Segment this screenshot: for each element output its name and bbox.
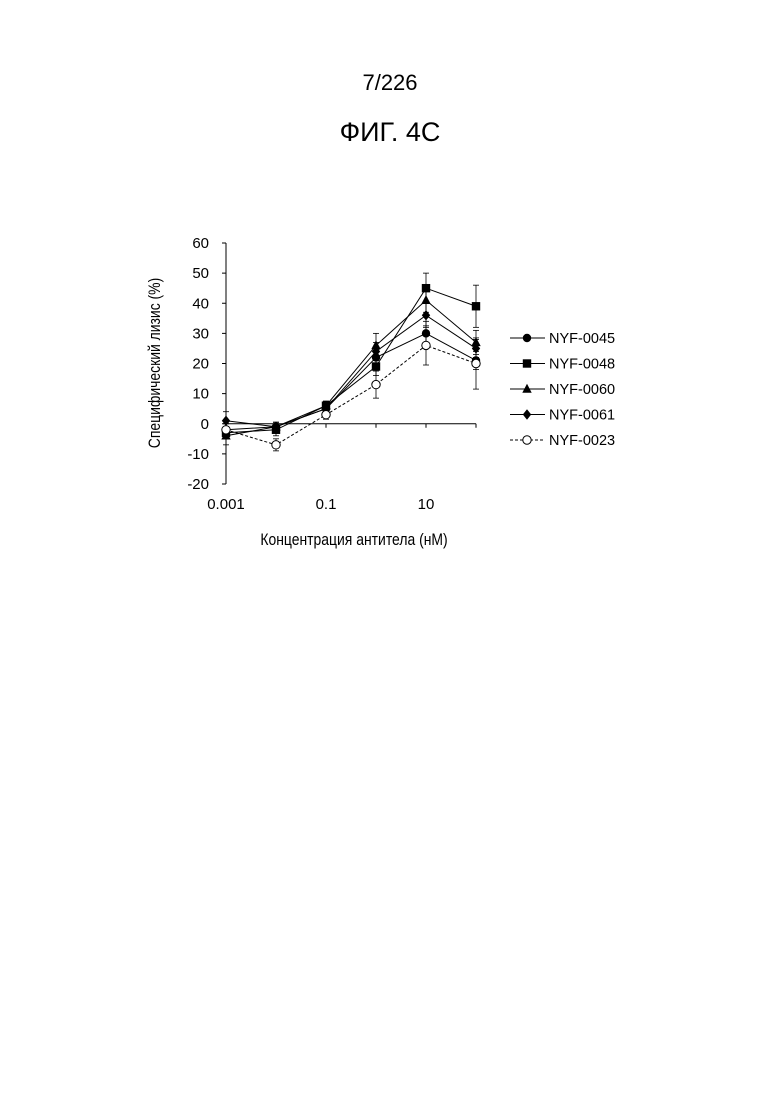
data-point: [421, 295, 430, 304]
legend-label: NYF-0060: [549, 382, 615, 398]
y-axis-label: Специфический лизис (%): [146, 278, 165, 448]
series-line: [226, 345, 476, 444]
y-tick-label: -20: [187, 476, 209, 493]
series-NYF-0023: [222, 326, 480, 451]
y-tick-label: 10: [192, 386, 209, 403]
series-NYF-0048: [222, 273, 480, 439]
x-tick-label: 0.1: [316, 496, 337, 513]
data-point: [422, 341, 430, 349]
x-axis-label: Концентрация антитела (нМ): [260, 531, 447, 550]
data-point: [222, 426, 230, 434]
legend-item: NYF-0061: [510, 408, 615, 424]
series-line: [226, 315, 476, 426]
series-NYF-0061: [222, 303, 480, 432]
legend-label: NYF-0061: [549, 408, 615, 424]
series-line: [226, 300, 476, 436]
data-point: [472, 302, 480, 310]
legend-label: NYF-0048: [549, 357, 615, 373]
legend-label: NYF-0023: [549, 433, 615, 449]
series-line: [226, 333, 476, 429]
y-tick-label: 20: [192, 356, 209, 373]
legend-item: NYF-0048: [510, 357, 615, 373]
legend-item: NYF-0045: [510, 331, 615, 347]
x-tick-label: 0.001: [207, 496, 245, 513]
data-point: [523, 436, 531, 444]
data-point: [322, 411, 330, 419]
series-NYF-0045: [222, 321, 480, 435]
series-NYF-0060: [221, 288, 480, 445]
legend-item: NYF-0023: [510, 433, 615, 449]
data-point: [523, 334, 531, 342]
series-line: [226, 288, 476, 433]
data-point: [523, 359, 531, 367]
data-point: [372, 380, 380, 388]
y-tick-label: 40: [192, 295, 209, 312]
data-point: [522, 384, 531, 393]
data-point: [422, 310, 430, 320]
y-tick-label: 0: [201, 416, 209, 433]
chart-legend: NYF-0045 NYF-0048 NYF-0060 NYF-0061 NYF-0023: [510, 331, 615, 449]
legend-item: NYF-0060: [510, 382, 615, 398]
y-tick-label: 60: [192, 235, 209, 252]
chart-axes: -20 -10 0 10 20 30 40 50 60 0.001 0.1 10: [187, 235, 476, 513]
data-point: [272, 441, 280, 449]
data-point: [523, 409, 531, 419]
y-tick-label: -10: [187, 446, 209, 463]
y-tick-label: 30: [192, 325, 209, 342]
legend-label: NYF-0045: [549, 331, 615, 347]
data-point: [472, 359, 480, 367]
data-point: [372, 362, 380, 370]
y-tick-label: 50: [192, 265, 209, 282]
x-tick-label: 10: [418, 496, 435, 513]
